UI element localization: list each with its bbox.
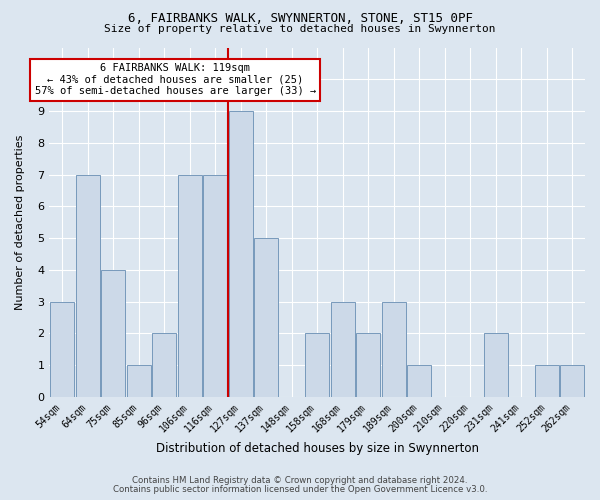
Text: Contains HM Land Registry data © Crown copyright and database right 2024.: Contains HM Land Registry data © Crown c… <box>132 476 468 485</box>
Bar <box>50 302 74 397</box>
Bar <box>76 174 100 397</box>
Bar <box>407 365 431 397</box>
Bar <box>305 334 329 397</box>
Bar <box>127 365 151 397</box>
Text: 6 FAIRBANKS WALK: 119sqm
← 43% of detached houses are smaller (25)
57% of semi-d: 6 FAIRBANKS WALK: 119sqm ← 43% of detach… <box>35 63 316 96</box>
Bar <box>331 302 355 397</box>
Bar <box>152 334 176 397</box>
Bar <box>178 174 202 397</box>
Text: 6, FAIRBANKS WALK, SWYNNERTON, STONE, ST15 0PF: 6, FAIRBANKS WALK, SWYNNERTON, STONE, ST… <box>128 12 473 26</box>
Text: Size of property relative to detached houses in Swynnerton: Size of property relative to detached ho… <box>104 24 496 34</box>
Bar <box>101 270 125 397</box>
Bar <box>203 174 227 397</box>
X-axis label: Distribution of detached houses by size in Swynnerton: Distribution of detached houses by size … <box>156 442 479 455</box>
Bar <box>484 334 508 397</box>
Bar <box>560 365 584 397</box>
Text: Contains public sector information licensed under the Open Government Licence v3: Contains public sector information licen… <box>113 484 487 494</box>
Bar <box>356 334 380 397</box>
Bar <box>229 111 253 397</box>
Bar <box>382 302 406 397</box>
Y-axis label: Number of detached properties: Number of detached properties <box>15 134 25 310</box>
Bar <box>535 365 559 397</box>
Bar <box>254 238 278 397</box>
